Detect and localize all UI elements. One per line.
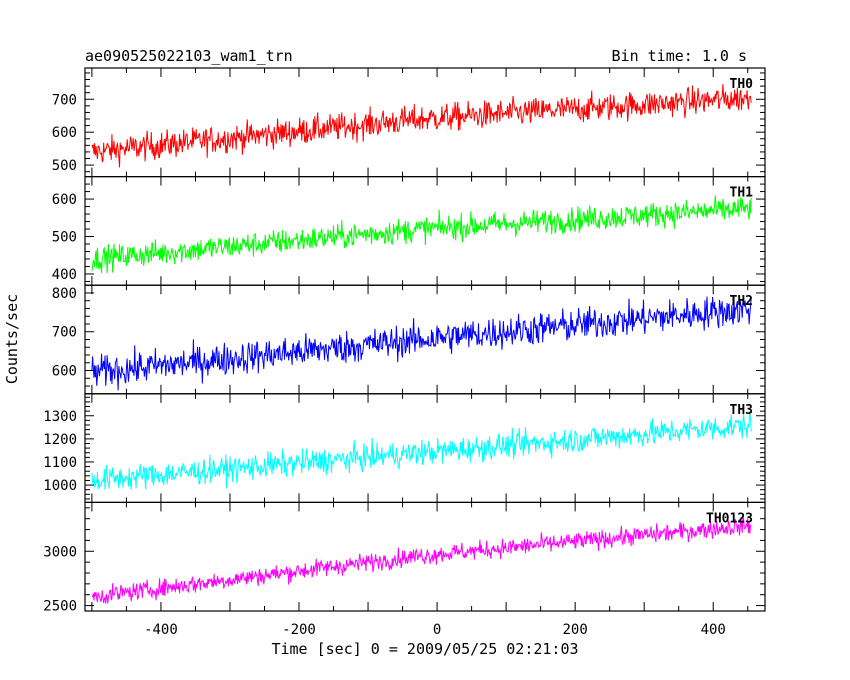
x-tick-label: -200: [282, 622, 316, 638]
series-line-th0123: [91, 515, 752, 604]
series-line-th3: [91, 410, 752, 490]
panel-th0123: 2500 3000 TH0123: [43, 501, 766, 615]
panel-label-th0: TH0: [730, 77, 754, 92]
x-tick-label: 400: [701, 622, 726, 638]
y-tick-label: 3000: [43, 544, 77, 560]
x-axis-label: Time [sec] 0 = 2009/05/25 02:21:03: [271, 640, 578, 658]
y-tick-label: 600: [52, 125, 77, 141]
y-tick-label: 1100: [43, 455, 77, 471]
x-axis: -400 -200 0 200 400: [144, 622, 726, 638]
panel-th3: 1000 1100 1200 1300 TH3: [43, 393, 766, 503]
series-line-th1: [91, 195, 752, 274]
series-line-th2: [91, 295, 752, 391]
y-axis-label: Counts/sec: [3, 294, 21, 384]
panel-frame: [84, 284, 766, 395]
panel-frame: [84, 67, 766, 178]
x-tick-label: 0: [433, 622, 441, 638]
y-tick-label: 2500: [43, 599, 77, 615]
chart-title: ae090525022103_wam1_trn: [85, 47, 293, 65]
series-line-th0: [91, 84, 752, 168]
y-tick-label: 400: [52, 267, 77, 283]
panel-th0: 500 600 700 TH0: [52, 67, 766, 178]
panel-label-th0123: TH0123: [706, 511, 753, 526]
panel-label-th3: TH3: [730, 403, 753, 418]
panel-label-th2: TH2: [730, 294, 753, 309]
bin-time-label: Bin time: 1.0 s: [612, 47, 747, 65]
y-tick-label: 800: [52, 286, 77, 302]
y-tick-label: 500: [52, 158, 77, 174]
y-tick-label: 700: [52, 325, 77, 341]
panel-th2: 600 700 800 TH2: [52, 284, 766, 395]
y-tick-label: 1300: [43, 409, 77, 425]
x-tick-label: -400: [144, 622, 178, 638]
x-tick-label: 200: [563, 622, 588, 638]
y-tick-label: 600: [52, 364, 77, 380]
panel-th1: 400 500 600 TH1: [52, 176, 766, 286]
panel-frame: [84, 501, 766, 612]
y-tick-label: 1000: [43, 478, 77, 494]
y-tick-label: 700: [52, 92, 77, 108]
y-tick-label: 600: [52, 192, 77, 208]
panels-group: 500 600 700 TH0 400 500 600 TH1 600 700 800 TH2 1000…: [43, 67, 766, 615]
y-tick-label: 1200: [43, 432, 77, 448]
y-tick-label: 500: [52, 230, 77, 246]
panel-label-th1: TH1: [730, 186, 754, 201]
